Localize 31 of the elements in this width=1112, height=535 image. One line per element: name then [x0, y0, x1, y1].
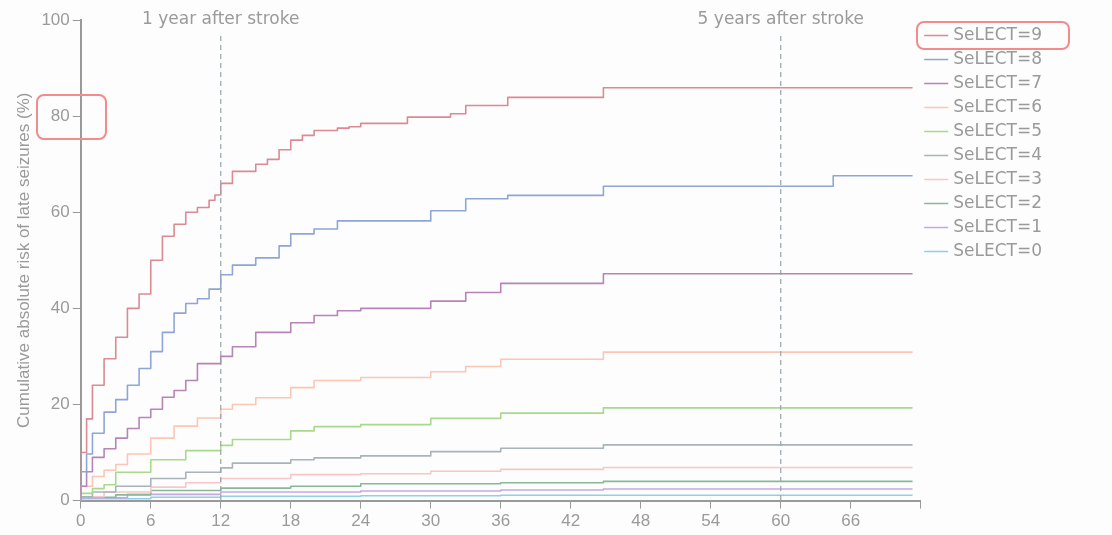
x-tick-label: 12: [211, 511, 231, 531]
x-tick-label: 54: [701, 511, 721, 531]
x-tick-label: 30: [421, 511, 441, 531]
legend-label: SeLECT=1: [953, 215, 1042, 236]
legend-label: SeLECT=3: [953, 167, 1042, 188]
y-tick-label: 60: [50, 201, 70, 221]
legend-label: SeLECT=8: [953, 47, 1042, 68]
x-tick-label: 0: [76, 511, 86, 531]
y-tick-label: 40: [50, 298, 70, 318]
legend-label: SeLECT=6: [953, 95, 1042, 116]
y-tick-label: 80: [50, 105, 70, 125]
x-tick-label: 6: [146, 511, 156, 531]
x-tick-label: 66: [841, 511, 861, 531]
legend-label: SeLECT=0: [953, 239, 1042, 260]
legend-label: SeLECT=7: [953, 71, 1042, 92]
x-tick-label: 36: [491, 511, 511, 531]
legend-label: SeLECT=5: [953, 119, 1042, 140]
y-axis-title: Cumulative absolute risk of late seizures (%): [13, 92, 33, 429]
y-tick-label: 100: [41, 9, 70, 29]
x-tick-label: 24: [351, 511, 371, 531]
y-tick-label: 20: [50, 394, 70, 414]
ref-line-label: 5 years after stroke: [697, 7, 864, 28]
legend-label: SeLECT=4: [953, 143, 1042, 164]
x-tick-label: 42: [561, 511, 581, 531]
y-tick-label: 0: [60, 490, 70, 510]
legend-label: SeLECT=2: [953, 191, 1042, 212]
x-tick-label: 60: [771, 511, 791, 531]
ref-line-label: 1 year after stroke: [142, 7, 300, 28]
legend-label: SeLECT=9: [953, 23, 1042, 44]
x-tick-label: 48: [631, 511, 651, 531]
x-tick-label: 18: [281, 511, 301, 531]
